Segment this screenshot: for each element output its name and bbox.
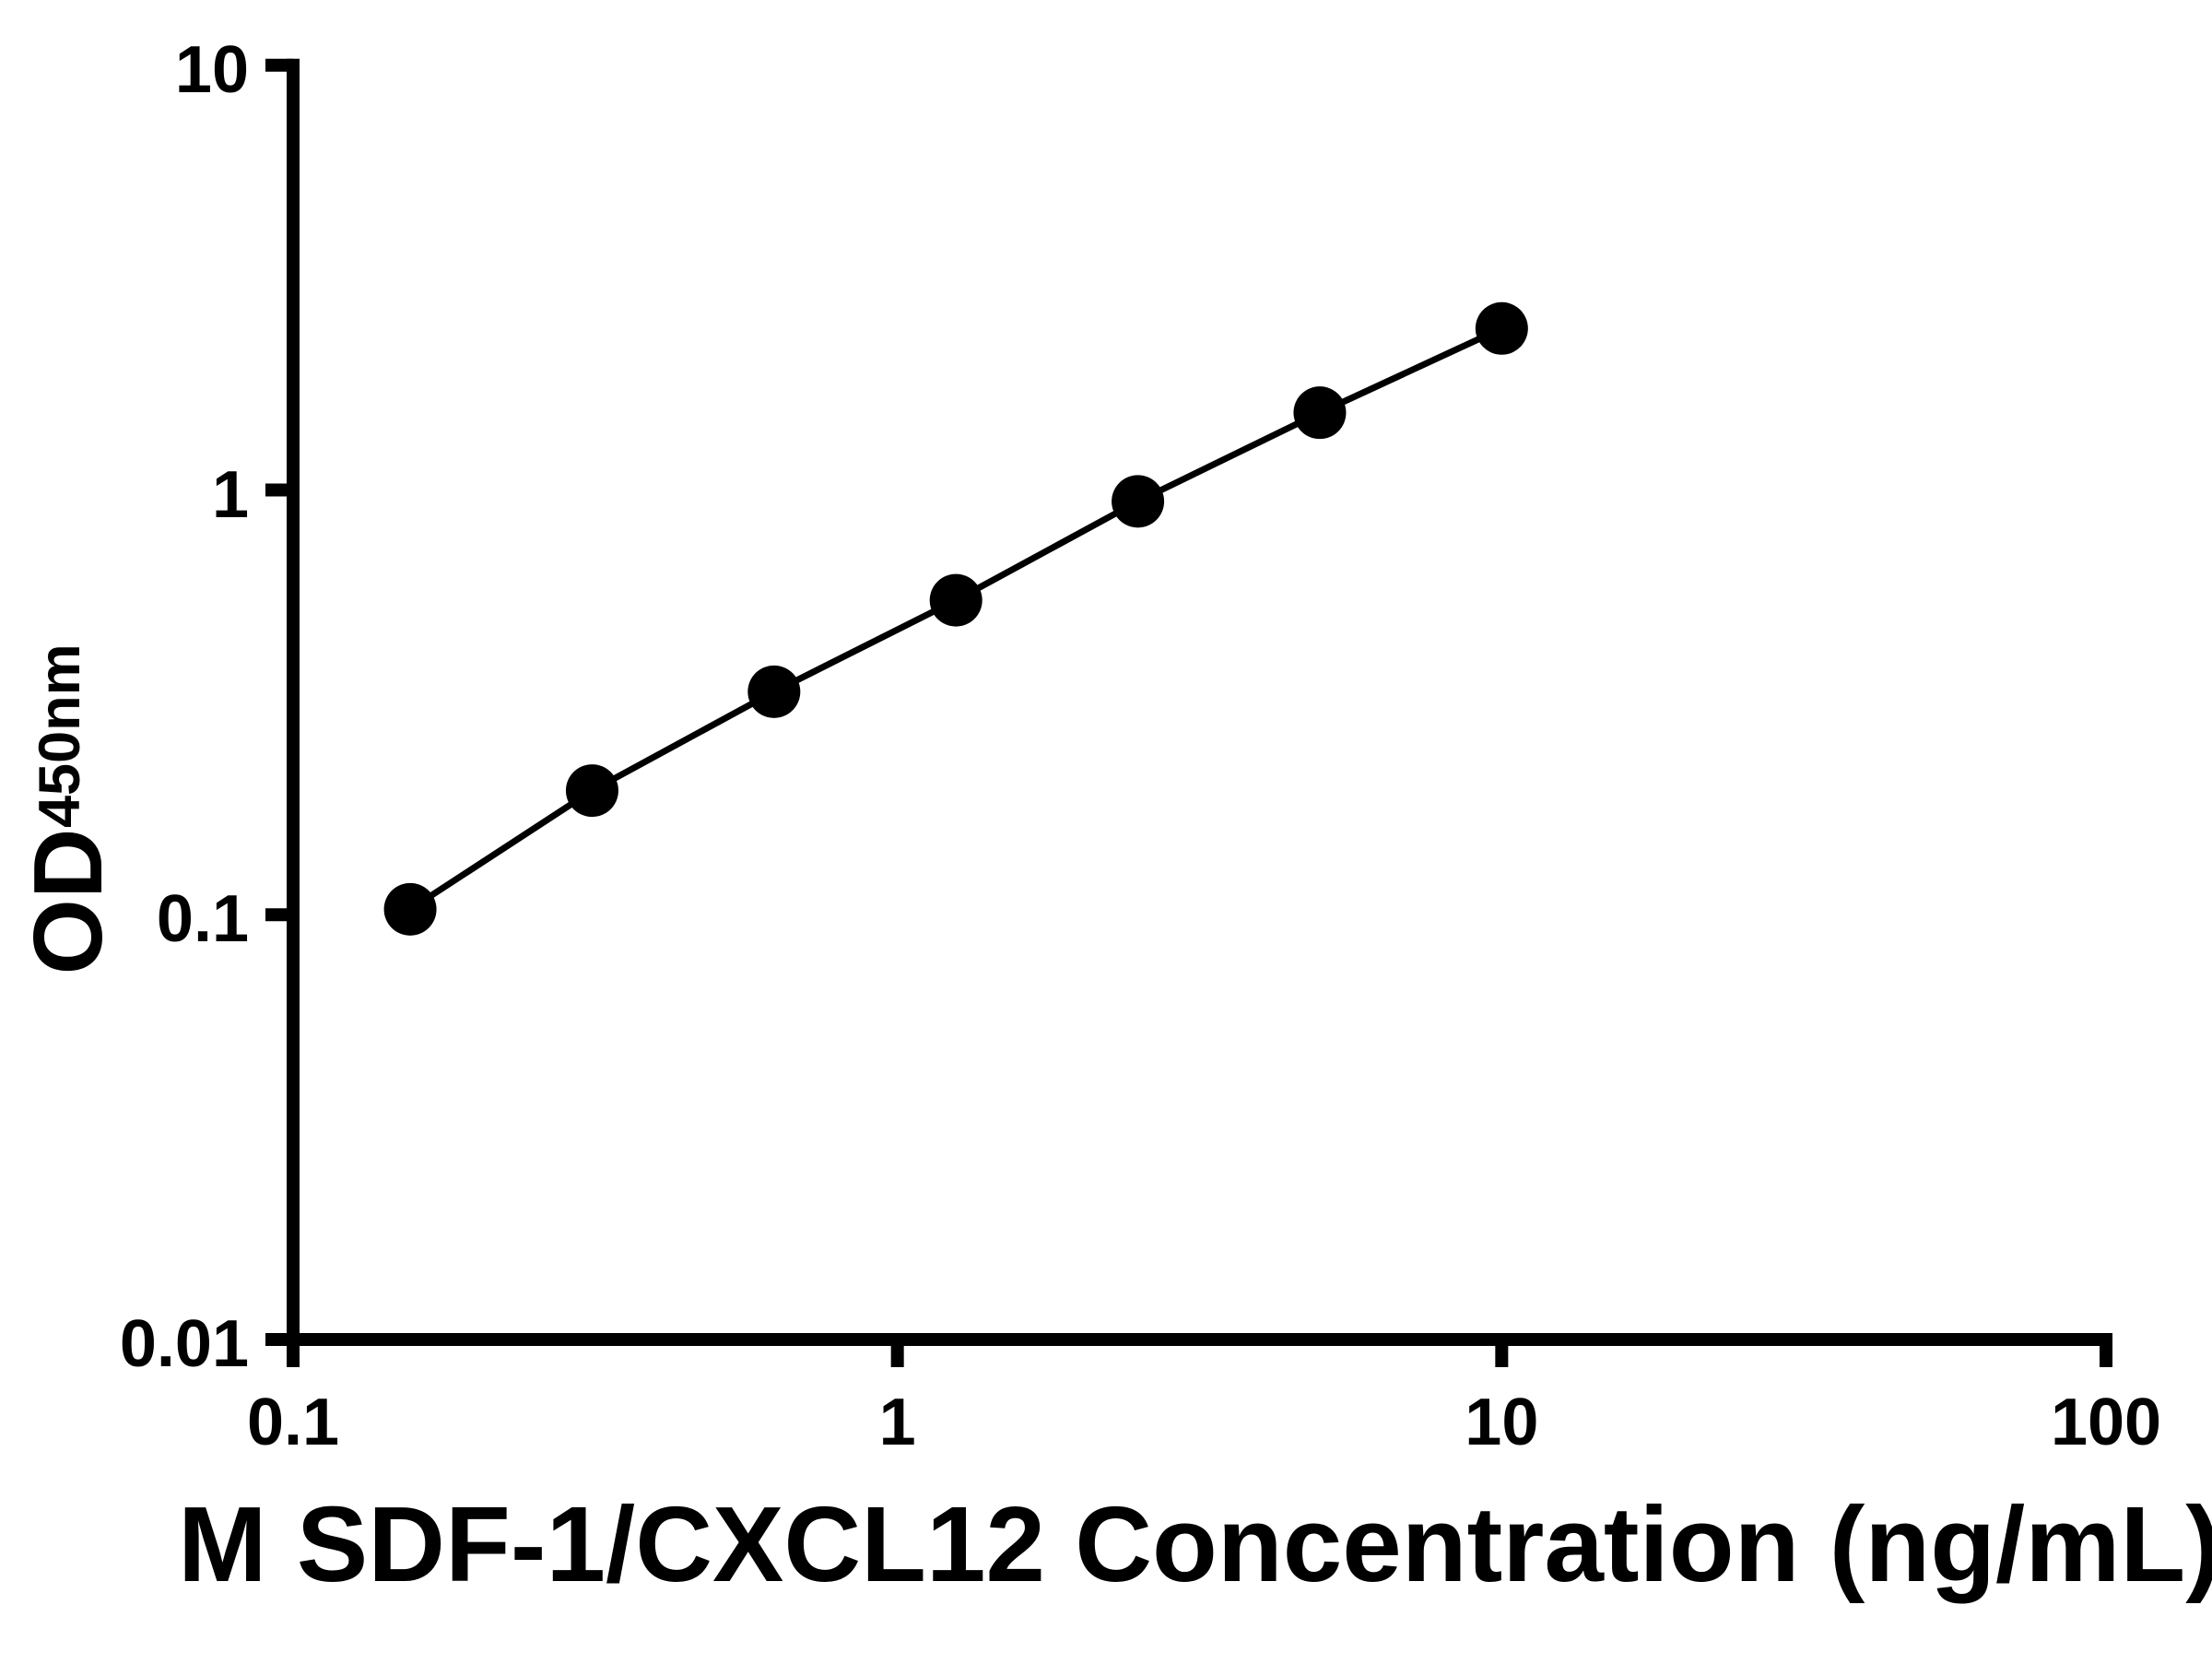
svg-text:0.01: 0.01 [120, 1307, 249, 1381]
svg-text:10: 10 [175, 33, 249, 107]
svg-text:450nm: 450nm [28, 643, 92, 828]
svg-text:1: 1 [879, 1386, 916, 1459]
svg-text:1: 1 [212, 458, 249, 532]
svg-text:0.1: 0.1 [157, 882, 249, 956]
svg-text:0.1: 0.1 [247, 1386, 339, 1459]
svg-text:OD: OD [14, 829, 123, 975]
svg-text:10: 10 [1465, 1386, 1538, 1459]
svg-text:100: 100 [2051, 1386, 2161, 1459]
svg-text:M SDF-1/CXCL12 Concentration (: M SDF-1/CXCL12 Concentration (ng/mL) [178, 1484, 2212, 1604]
